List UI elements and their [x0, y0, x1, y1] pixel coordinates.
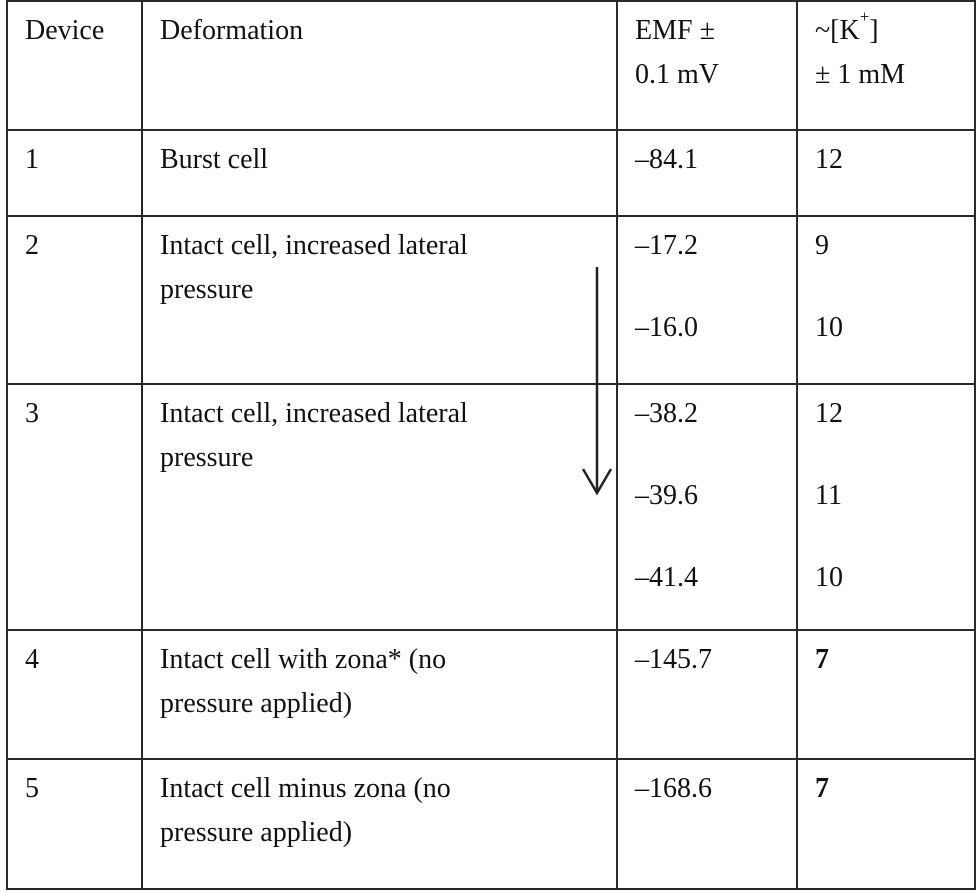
data-table: Device Deformation EMF ± 0.1 mV ~[K+] ± …	[6, 0, 976, 890]
header-k: ~[K+] ± 1 mM	[796, 0, 976, 131]
arrow-head	[581, 468, 613, 496]
deformation-text: Burst cell	[160, 144, 269, 175]
emf-value: –17.2	[635, 230, 698, 261]
header-emf-line1: EMF ±	[635, 15, 715, 46]
deformation-line1: Intact cell with zona* (no	[160, 644, 447, 675]
cell-device: 1	[6, 129, 143, 217]
deformation-line2: pressure	[160, 274, 254, 305]
emf-value: –38.2	[635, 398, 698, 429]
deformation-line2: pressure	[160, 442, 254, 473]
cell-deformation: Intact cell, increased lateral pressure	[141, 383, 618, 631]
table-row: 1 Burst cell –84.1 12	[6, 129, 976, 217]
cell-device: 3	[6, 383, 143, 631]
deformation-line1: Intact cell minus zona (no	[160, 773, 451, 804]
emf-value: –16.0	[635, 312, 698, 343]
k-value: 10	[815, 312, 843, 343]
deformation-line2: pressure applied)	[160, 688, 353, 719]
header-device: Device	[6, 0, 143, 131]
cell-emf: –168.6	[616, 758, 798, 890]
table-row: 3 Intact cell, increased lateral pressur…	[6, 383, 976, 631]
header-k-line1: ~[K+]	[815, 7, 974, 53]
cell-k: 7	[796, 629, 976, 760]
cell-deformation: Intact cell with zona* (no pressure appl…	[141, 629, 618, 760]
emf-value: –145.7	[635, 644, 712, 675]
cell-k: 7	[796, 758, 976, 890]
deformation-line1: Intact cell, increased lateral	[160, 398, 468, 429]
table-row: 2 Intact cell, increased lateral pressur…	[6, 215, 976, 385]
device-value: 5	[25, 773, 39, 804]
header-deformation: Deformation	[141, 0, 618, 131]
k-value: 12	[815, 144, 843, 175]
header-device-label: Device	[25, 15, 105, 46]
cell-k: 12 11 10	[796, 383, 976, 631]
emf-value: –39.6	[635, 480, 698, 511]
header-emf-line2: 0.1 mV	[635, 59, 719, 90]
cell-emf: –17.2 –16.0	[616, 215, 798, 385]
header-deformation-label: Deformation	[160, 15, 304, 46]
cell-device: 4	[6, 629, 143, 760]
device-value: 3	[25, 398, 39, 429]
k-value: 7	[815, 644, 829, 675]
cell-deformation: Burst cell	[141, 129, 618, 217]
cell-k: 9 10	[796, 215, 976, 385]
deformation-line2: pressure applied)	[160, 817, 353, 848]
header-emf: EMF ± 0.1 mV	[616, 0, 798, 131]
header-k-sup: +	[859, 7, 870, 26]
k-value: 11	[815, 480, 842, 511]
k-value: 10	[815, 562, 843, 593]
emf-value: –84.1	[635, 144, 698, 175]
k-value: 7	[815, 773, 829, 804]
cell-k: 12	[796, 129, 976, 217]
device-value: 1	[25, 144, 39, 175]
cell-emf: –145.7	[616, 629, 798, 760]
cell-device: 2	[6, 215, 143, 385]
emf-value: –41.4	[635, 562, 698, 593]
header-k-prefix: ~[K	[815, 15, 860, 46]
deformation-line1: Intact cell, increased lateral	[160, 230, 468, 261]
cell-emf: –84.1	[616, 129, 798, 217]
device-value: 4	[25, 644, 39, 675]
cell-deformation: Intact cell minus zona (no pressure appl…	[141, 758, 618, 890]
emf-value: –168.6	[635, 773, 712, 804]
header-k-line2: ± 1 mM	[815, 59, 906, 90]
device-value: 2	[25, 230, 39, 261]
cell-deformation: Intact cell, increased lateral pressure	[141, 215, 618, 385]
k-value: 12	[815, 398, 843, 429]
down-arrow-icon	[581, 267, 613, 496]
cell-emf: –38.2 –39.6 –41.4	[616, 383, 798, 631]
table-row: 4 Intact cell with zona* (no pressure ap…	[6, 629, 976, 760]
header-row: Device Deformation EMF ± 0.1 mV ~[K+] ± …	[6, 0, 976, 131]
header-k-suffix: ]	[869, 15, 879, 46]
cell-device: 5	[6, 758, 143, 890]
table-row: 5 Intact cell minus zona (no pressure ap…	[6, 758, 976, 890]
k-value: 9	[815, 230, 829, 261]
